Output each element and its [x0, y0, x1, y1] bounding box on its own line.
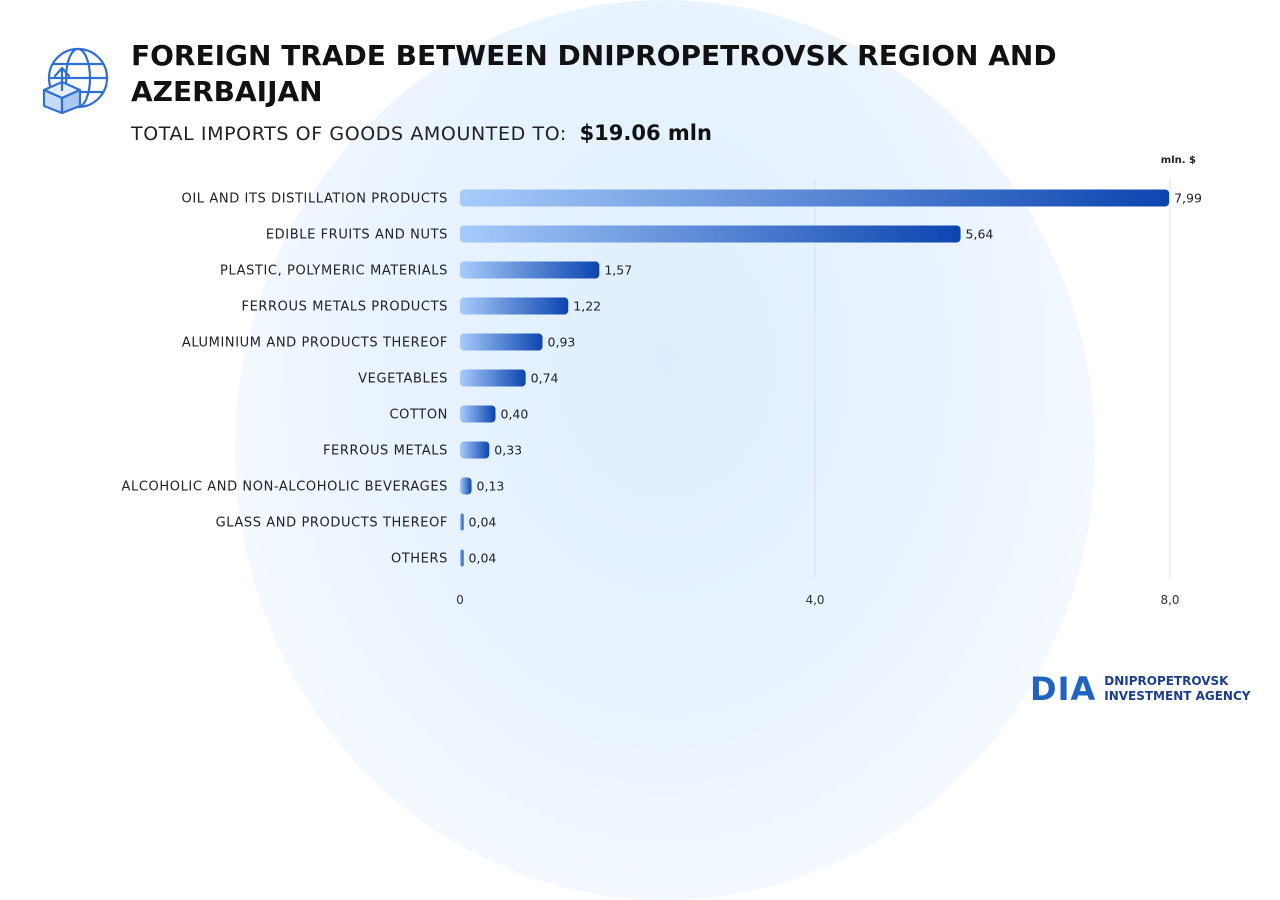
category-label: OIL AND ITS DISTILLATION PRODUCTS	[182, 192, 448, 207]
category-label: FERROUS METALS PRODUCTS	[242, 300, 448, 315]
value-label: 0,33	[494, 443, 522, 458]
total-imports-value: $19.06 mln	[579, 121, 712, 145]
value-label: 1,57	[604, 263, 632, 278]
x-tick-label: 8,0	[1160, 593, 1179, 607]
subtitle-label: TOTAL IMPORTS OF GOODS AMOUNTED TO:	[131, 123, 567, 145]
bar	[460, 333, 543, 351]
bar	[460, 441, 490, 459]
category-label: VEGETABLES	[358, 372, 448, 387]
value-label: 0,40	[501, 407, 529, 422]
category-label: GLASS AND PRODUCTS THEREOF	[216, 516, 448, 531]
x-tick-label: 0	[456, 593, 464, 607]
category-label: FERROUS METALS	[323, 444, 448, 459]
value-label: 5,64	[966, 227, 994, 242]
category-label: EDIBLE FRUITS AND NUTS	[266, 228, 448, 243]
dia-logo: DIA DNIPROPETROVSK INVESTMENT AGENCY	[1030, 668, 1250, 710]
category-label: PLASTIC, POLYMERIC MATERIALS	[220, 264, 448, 279]
logo-text: DNIPROPETROVSK INVESTMENT AGENCY	[1104, 674, 1250, 704]
bar	[460, 261, 600, 279]
category-label: OTHERS	[391, 552, 448, 567]
bar	[460, 477, 472, 495]
value-label: 0,93	[548, 335, 576, 350]
value-label: 0,74	[531, 371, 559, 386]
imports-bar-chart: 0 4,0 8,0 OIL AND ITS DISTILLATION PRODUCTS…	[122, 178, 1202, 607]
bar	[460, 225, 961, 243]
category-label: COTTON	[389, 408, 448, 423]
value-label: 1,22	[573, 299, 601, 314]
value-label: 0,04	[469, 515, 497, 530]
bar	[460, 405, 496, 423]
value-label: 0,13	[477, 479, 505, 494]
bar	[460, 189, 1170, 207]
bar	[460, 513, 464, 531]
logo-line-1: DNIPROPETROVSK	[1104, 674, 1229, 688]
bar	[460, 297, 569, 315]
page-title: FOREIGN TRADE BETWEEN DNIPROPETROVSK REG…	[131, 39, 1057, 108]
logo-line-2: INVESTMENT AGENCY	[1104, 689, 1251, 703]
logo-mark: DIA	[1030, 670, 1097, 708]
value-label: 7,99	[1174, 191, 1202, 206]
category-label: ALUMINIUM AND PRODUCTS THEREOF	[182, 336, 448, 351]
value-label: 0,04	[469, 551, 497, 566]
x-tick-label: 4,0	[805, 593, 824, 607]
bar	[460, 369, 526, 387]
category-label: ALCOHOLIC AND NON-ALCOHOLIC BEVERAGES	[122, 480, 448, 495]
bar	[460, 549, 464, 567]
globe-box-upload-icon	[42, 47, 109, 114]
unit-label: mln. $	[1160, 155, 1196, 166]
page-subtitle: TOTAL IMPORTS OF GOODS AMOUNTED TO: $19.…	[131, 121, 712, 145]
